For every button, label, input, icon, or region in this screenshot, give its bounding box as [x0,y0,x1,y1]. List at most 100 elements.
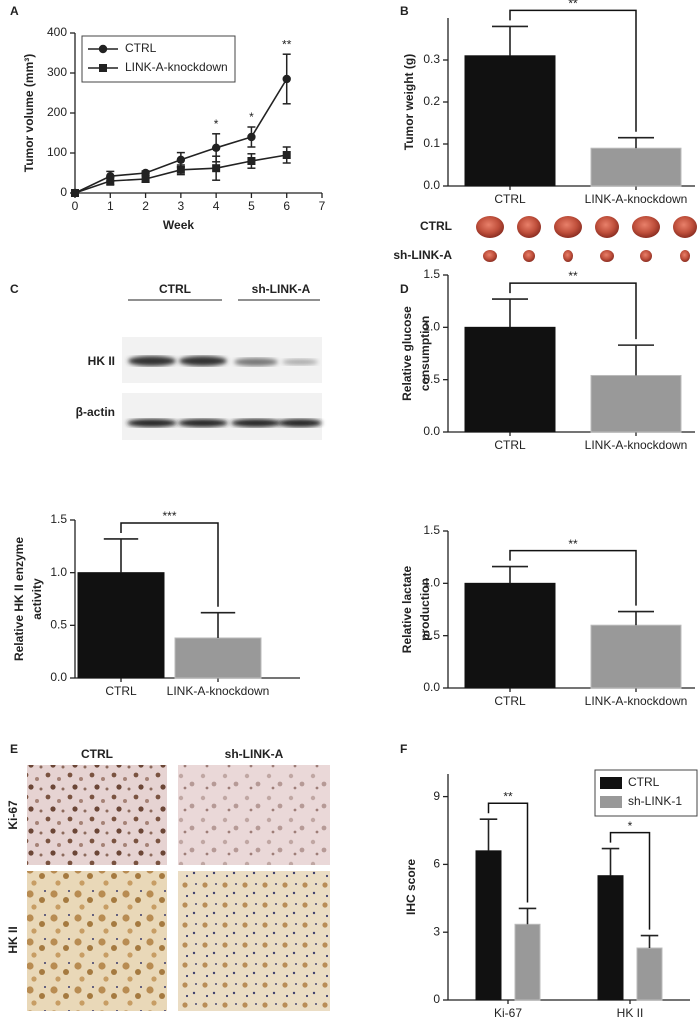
tumor-image [680,250,690,262]
tumor-row-label: CTRL [420,219,452,233]
data-point [106,177,115,185]
x-tick-label: Ki-67 [494,1006,522,1020]
ihc-column-label: CTRL [81,747,113,761]
significance-bracket [509,549,637,606]
significance-label: * [214,117,219,131]
bar [636,947,663,1001]
ihc-image [178,871,330,1011]
blot-band [178,419,228,427]
ihc-column-label: sh-LINK-A [225,747,284,761]
y-tick-label: 6 [433,857,440,871]
x-tick-label: 3 [178,199,185,213]
y-tick-label: 1.0 [423,576,440,590]
y-tick-label: 1.5 [423,267,440,281]
tumor-image [554,216,582,238]
x-tick-label: 0 [72,199,79,213]
y-tick-label: 400 [47,25,67,39]
y-tick-label: 0.2 [423,94,440,108]
legend-label: CTRL [125,41,157,55]
x-tick-label: LINK-A-knockdown [585,694,688,708]
data-point [71,189,79,197]
ihc-image [27,765,167,865]
significance-bracket [509,9,637,132]
x-tick-label: 5 [248,199,255,213]
tumor-image [673,216,697,238]
x-tick-label: CTRL [494,438,526,452]
y-axis-label: activity [30,578,44,620]
legend-label: CTRL [628,775,660,789]
panel-letter: F [400,742,407,756]
significance-label: ** [568,537,578,551]
y-tick-label: 1.0 [50,565,67,579]
significance-label: ** [568,269,578,283]
legend-marker [98,44,108,54]
legend-swatch [600,796,622,808]
ihc-row-label: Ki-67 [6,800,20,830]
legend-label: sh-LINK-1 [628,794,682,808]
data-point [176,155,186,164]
bar [475,850,502,1001]
bar [174,637,262,679]
data-point [176,165,185,174]
blot-band [234,358,278,366]
y-tick-label: 0 [433,992,440,1006]
significance-label: * [628,819,633,833]
x-tick-label: 6 [283,199,290,213]
y-axis-label: Tumor weight (g) [402,54,416,150]
tumor-image [483,250,497,262]
y-tick-label: 300 [47,65,67,79]
y-axis-label: Relative lactate [400,565,414,653]
y-axis-label: IHC score [404,859,418,915]
panel-letter: A [10,4,19,18]
x-tick-label: 4 [213,199,220,213]
y-tick-label: 0 [60,185,67,199]
y-tick-label: 200 [47,105,67,119]
data-point [247,157,256,165]
significance-label: ** [568,0,578,11]
legend-box [81,35,236,83]
y-axis-label: Relative glucose [400,306,414,401]
y-axis-label: Tumor volume (mm³) [22,54,36,172]
y-tick-label: 0.5 [423,372,440,386]
y-tick-label: 1.0 [423,320,440,334]
bar [77,572,165,679]
blot-actin [122,393,322,440]
tumor-image [600,250,614,262]
ihc-row-label: HK II [6,926,20,953]
y-axis-label: production [418,578,432,641]
blot-band [127,419,177,427]
panel-letter: D [400,282,409,296]
blot-band [282,359,318,365]
x-tick-label: HK II [617,1006,644,1020]
x-tick-label: LINK-A-knockdown [167,684,270,698]
panel-letter: E [10,742,18,756]
data-point [211,143,221,152]
y-tick-label: 100 [47,145,67,159]
ihc-image [27,871,167,1011]
legend-label: LINK-A-knockdown [125,60,228,74]
x-tick-label: LINK-A-knockdown [585,438,688,452]
significance-label: ** [503,789,513,803]
y-tick-label: 0.3 [423,52,440,66]
significance-label: *** [162,509,176,523]
data-point [282,74,291,84]
data-point [212,164,221,173]
y-axis-label: Relative HK II enzyme [12,537,26,661]
y-tick-label: 0.0 [423,424,440,438]
y-tick-label: 0.0 [423,680,440,694]
blot-band [278,419,322,427]
ihc-image [178,765,330,865]
blot-row-label: HK II [88,354,115,368]
bar [597,875,624,1001]
tumor-image [595,216,619,238]
bar [590,624,682,689]
blot-band [179,356,227,366]
tumor-image [523,250,535,262]
y-tick-label: 0.5 [50,618,67,632]
y-tick-label: 0.1 [423,136,440,150]
y-tick-label: 3 [433,924,440,938]
y-tick-label: 0.0 [423,178,440,192]
panel-letter: B [400,4,409,18]
x-tick-label: CTRL [494,694,526,708]
